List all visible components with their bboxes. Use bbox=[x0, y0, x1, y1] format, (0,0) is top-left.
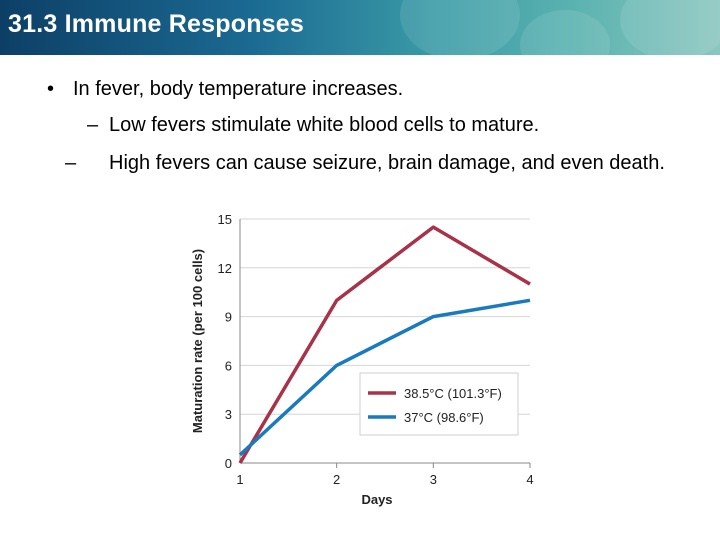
title-bar: 31.3 Immune Responses bbox=[0, 0, 720, 55]
slide-title: 31.3 Immune Responses bbox=[8, 10, 304, 38]
sub-bullet-1: – Low fevers stimulate white blood cells … bbox=[87, 114, 540, 136]
y-tick-label: 0 bbox=[225, 456, 232, 471]
y-axis-label: Maturation rate (per 100 cells) bbox=[190, 249, 205, 433]
sub-bullet-2: – High fevers can cause seizure, brain da… bbox=[65, 152, 665, 174]
x-tick-label: 3 bbox=[430, 472, 437, 487]
x-axis-label: Days bbox=[361, 492, 392, 507]
x-tick-label: 4 bbox=[526, 472, 533, 487]
series-line-2 bbox=[238, 298, 531, 457]
legend-box bbox=[359, 372, 519, 436]
x-tick-label: 2 bbox=[333, 472, 340, 487]
x-tick-label: 1 bbox=[236, 472, 243, 487]
y-tick-label: 15 bbox=[218, 212, 232, 227]
bullet-main: • In fever, body temperature increases. bbox=[47, 78, 404, 100]
series-line-1 bbox=[238, 225, 531, 464]
y-tick-label: 9 bbox=[225, 310, 232, 325]
legend-label: 37°C (98.6°F) bbox=[404, 410, 484, 425]
y-tick-label: 6 bbox=[225, 358, 232, 373]
y-tick-label: 12 bbox=[218, 261, 232, 276]
y-tick-label: 3 bbox=[225, 407, 232, 422]
legend-label: 38.5°C (101.3°F) bbox=[404, 386, 502, 401]
